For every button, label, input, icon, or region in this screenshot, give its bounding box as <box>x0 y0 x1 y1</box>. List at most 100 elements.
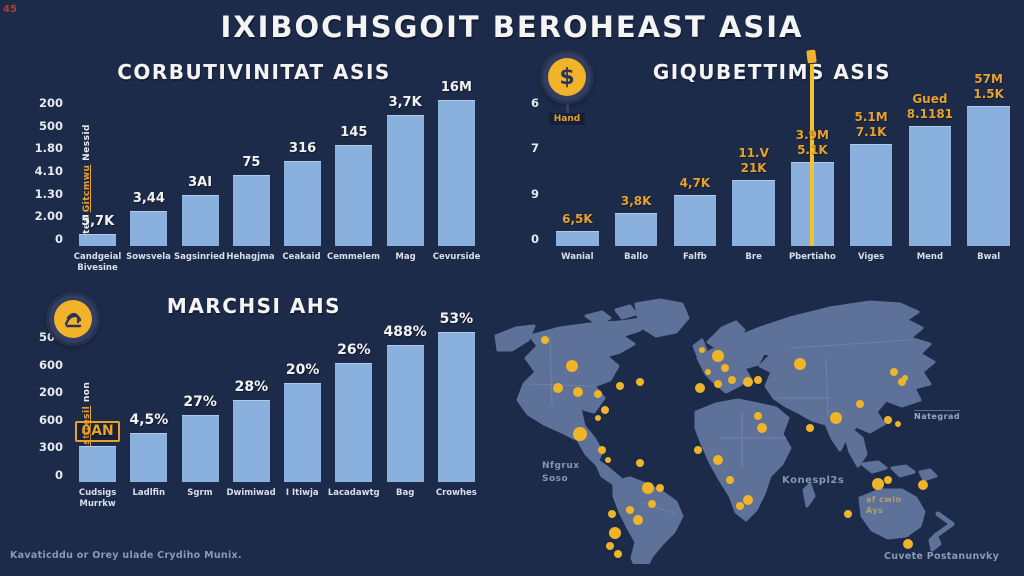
y-axis-tick: 600 <box>38 412 63 427</box>
bar-value-label: 20% <box>285 361 320 378</box>
bar-group: 6,5K <box>548 96 607 246</box>
dollar-sign-icon: $ <box>548 58 586 96</box>
x-axis-label: Sgrm <box>187 488 213 498</box>
y-axis-tick: 1.80 <box>34 141 63 156</box>
bar-group: 57M 1.5K <box>959 72 1018 246</box>
bar-group: 3,7K <box>380 95 431 246</box>
map-marker <box>598 446 606 454</box>
bar-value-label: 26% <box>337 341 371 358</box>
bar <box>232 175 270 246</box>
coin-ring: $ <box>540 50 594 104</box>
x-axis-label: Candgeial Bivesine <box>73 252 122 274</box>
map-marker <box>757 423 767 433</box>
bar <box>673 195 717 246</box>
bar-value-label: 145 <box>340 124 368 140</box>
x-axis-label: Ballo <box>624 252 649 262</box>
y-axis-tick: 4.10 <box>34 163 63 178</box>
map-marker <box>695 383 705 393</box>
bar-group: 3,44 <box>123 96 174 246</box>
x-axis-label: Hehagjma <box>226 252 275 262</box>
bar <box>232 400 270 482</box>
map-marker <box>754 376 762 384</box>
bar <box>908 126 952 246</box>
bar-value-label: 28% <box>234 378 269 395</box>
chart-title: MARCHSI AHS <box>166 294 342 318</box>
x-axis-label: Bag <box>396 488 415 498</box>
x-axis-label: Pbertiaho <box>788 252 836 262</box>
x-axis-label: Sagsinried <box>174 252 225 262</box>
map-marker <box>609 527 621 539</box>
map-marker <box>605 457 611 463</box>
map-marker <box>872 478 884 490</box>
y-axis-tick: 1.30 <box>34 186 63 201</box>
bar <box>732 180 775 246</box>
map-marker <box>794 358 806 370</box>
map-marker <box>714 380 722 388</box>
map-marker <box>656 484 664 492</box>
map-marker <box>553 383 563 393</box>
map-marker <box>712 350 724 362</box>
bar-group: 3,8K <box>607 96 666 246</box>
bar-value-label: 4,7K <box>679 176 711 190</box>
x-axis-label: Cudsigs Murrkw <box>78 488 117 510</box>
bar <box>79 234 117 246</box>
plot-area: 5,7K 3,44 3AI 75 316 145 3,7K 16M Candgeial Bive… <box>72 80 482 274</box>
bar-value-label: 75 <box>242 154 261 170</box>
bar-value-label: 3.9M 5.1K <box>795 128 829 157</box>
x-axis-label: Crowhes <box>435 488 477 498</box>
bar <box>386 345 424 482</box>
y-axis: 6 7 9 0 <box>526 96 548 246</box>
map-marker <box>754 412 762 420</box>
x-axis-label: Mag <box>395 252 416 262</box>
bar-group: 488% <box>380 324 431 482</box>
y-axis: 500 600 200 600 300 0 <box>26 330 72 482</box>
map-marker <box>721 364 729 372</box>
y-axis-tick: 0 <box>54 467 63 482</box>
bar <box>335 363 373 482</box>
bar <box>849 144 893 246</box>
map-marker <box>636 459 644 467</box>
x-axis-label: Ceakaid <box>282 252 321 262</box>
map-marker <box>743 495 753 505</box>
map-label: Nategrad <box>914 410 961 421</box>
x-axis-label: Cemmelem <box>327 252 381 262</box>
bar <box>284 383 322 482</box>
map-marker <box>726 476 734 484</box>
dollar-coin-icon: $ Hand <box>540 50 594 125</box>
x-axis-label: Ladlfin <box>132 488 166 498</box>
plot-area: 0AN 4,5% 27% 28% 20% 26% 488% 53% Cudsigs Murrkw… <box>72 311 482 510</box>
y-axis-tick: 600 <box>38 357 63 372</box>
bar-value-label: 6,5K <box>562 212 593 226</box>
bar-group: 26% <box>328 330 379 482</box>
map-marker <box>573 387 583 397</box>
map-marker <box>844 510 852 518</box>
bar-group: 0AN <box>72 330 123 482</box>
spike-cap-icon <box>806 49 818 64</box>
corner-artifact-text: 45 <box>3 4 17 15</box>
y-axis-tick: 200 <box>38 96 63 110</box>
x-axis-label: Bwal <box>977 252 1001 262</box>
map-marker <box>636 378 644 386</box>
coin-icon <box>46 292 100 346</box>
map-caption: Cuvete Postanunvky <box>884 551 1000 562</box>
bar-group: 4,7K <box>666 96 725 246</box>
bar-value-label: Gued 8.1181 <box>906 92 954 121</box>
bar-group: 11.V 21K <box>724 96 783 246</box>
y-axis-tick: 6 <box>530 96 539 110</box>
x-axis-label: Mend <box>916 252 944 262</box>
x-axis-label: Dwimiwad <box>226 488 276 498</box>
map-marker <box>713 455 723 465</box>
page-title: IXIBOCHSGOIT BEROHEAST ASIA <box>220 10 804 44</box>
bar <box>386 115 424 246</box>
bar-group: 27% <box>175 330 226 482</box>
bar-value-label: 16M <box>440 79 472 95</box>
x-axis-label: Bre <box>745 252 762 262</box>
bar-group: 53% <box>431 311 482 482</box>
world-map-svg <box>494 298 955 574</box>
map-marker <box>541 336 549 344</box>
y-axis: 200 500 1.80 4.10 1.30 2.00 0 <box>26 96 72 246</box>
map-label: Konespl2s <box>782 475 845 486</box>
map-marker <box>890 368 898 376</box>
x-axis-label: I Itiwja <box>285 488 319 498</box>
bar-group: 75 <box>226 96 277 246</box>
